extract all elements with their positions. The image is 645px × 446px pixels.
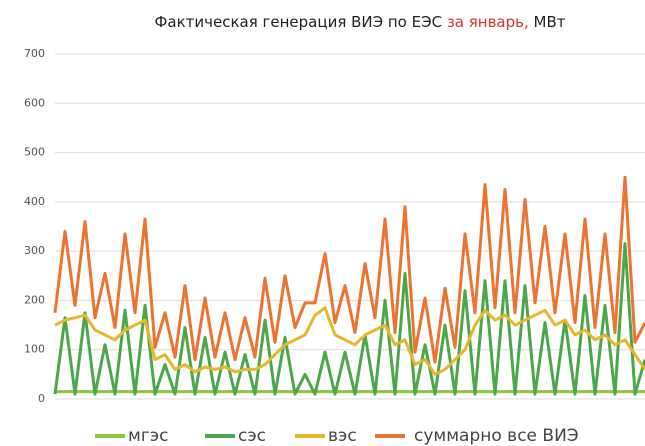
legend-label: вэс [328, 426, 357, 446]
y-tick-label: 100 [24, 343, 45, 356]
y-tick-label: 300 [24, 244, 45, 257]
grid: 0 100 200 300 400 500 600 700 [24, 47, 645, 405]
plot [53, 175, 645, 396]
legend-label: сэс [238, 426, 266, 446]
series-line [53, 175, 645, 364]
y-tick-label: 200 [24, 293, 45, 306]
series-line [53, 242, 645, 396]
y-tick-label: 0 [38, 392, 45, 405]
series-line [54, 306, 645, 376]
legend-label: суммарно все ВИЭ [414, 426, 579, 446]
title-part: МВт [529, 13, 566, 31]
title-part: за январь, [447, 13, 529, 31]
y-tick-label: 600 [24, 96, 45, 109]
y-tick-label: 400 [24, 195, 45, 208]
legend-label: мгэс [128, 426, 168, 446]
chart-title: Фактическая генерация ВИЭ по ЕЭС за янва… [154, 13, 565, 31]
y-tick-label: 500 [24, 146, 45, 159]
legend: мгэс сэс вэс суммарно все ВИЭ [95, 426, 579, 446]
title-part: Фактическая генерация ВИЭ по ЕЭС [154, 13, 446, 31]
y-tick-label: 700 [24, 47, 45, 60]
